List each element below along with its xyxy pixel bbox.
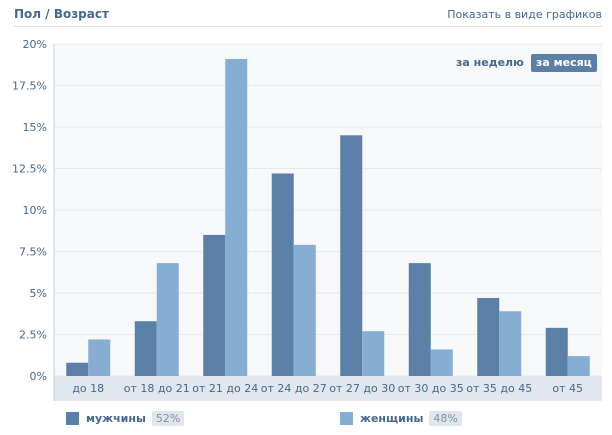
x-tick-label: от 35 до 45 [466,382,532,395]
legend-male: мужчины 52% [66,409,185,427]
female-share-badge: 48% [429,410,462,426]
y-tick-label: 15% [23,121,47,134]
male-bar [66,362,89,376]
section-title: Пол / Возраст [14,7,109,21]
y-tick-label: 12.5% [12,163,47,176]
x-tick-label: от 30 до 35 [398,382,464,395]
legend-female: женщины 48% [340,409,462,427]
female-bar [567,356,590,376]
x-tick-label: от 45 [552,382,583,395]
y-tick-label: 10% [23,204,47,217]
female-bar [293,244,316,376]
female-bar [225,58,248,376]
female-bar [362,331,385,376]
male-legend-label: мужчины [86,411,146,425]
x-tick-label: от 27 до 30 [329,382,395,395]
period-month-toggle[interactable]: за месяц [531,54,597,72]
y-tick-label: 5% [30,287,47,300]
female-bar [430,349,453,376]
male-bar [340,135,363,376]
female-bar [156,263,179,376]
male-share-badge: 52% [151,410,185,426]
period-week-toggle[interactable]: за неделю [456,56,524,69]
female-bar [88,339,111,376]
section-header: Пол / Возраст Показать в виде графиков [14,6,602,27]
x-tick-label: от 24 до 27 [261,382,327,395]
x-tick-label: до 18 [72,382,104,395]
male-bar [477,297,500,376]
male-bar [545,327,568,376]
y-tick-label: 7.5% [19,246,47,259]
male-bar [203,234,226,376]
male-bar [271,173,294,376]
male-bar [134,321,157,376]
x-tick-label: от 21 до 24 [192,382,258,395]
y-tick-label: 2.5% [19,329,47,342]
male-bar [408,263,431,376]
y-tick-label: 17.5% [12,80,47,93]
show-as-graphs-link[interactable]: Показать в виде графиков [447,8,602,21]
female-legend-label: женщины [360,411,424,425]
x-axis-band [54,376,602,401]
female-bar [499,311,522,376]
male-swatch [66,411,79,425]
y-tick-label: 0% [30,370,47,383]
female-swatch [340,411,353,425]
x-tick-label: от 18 до 21 [124,382,190,395]
y-tick-label: 20% [23,38,47,51]
